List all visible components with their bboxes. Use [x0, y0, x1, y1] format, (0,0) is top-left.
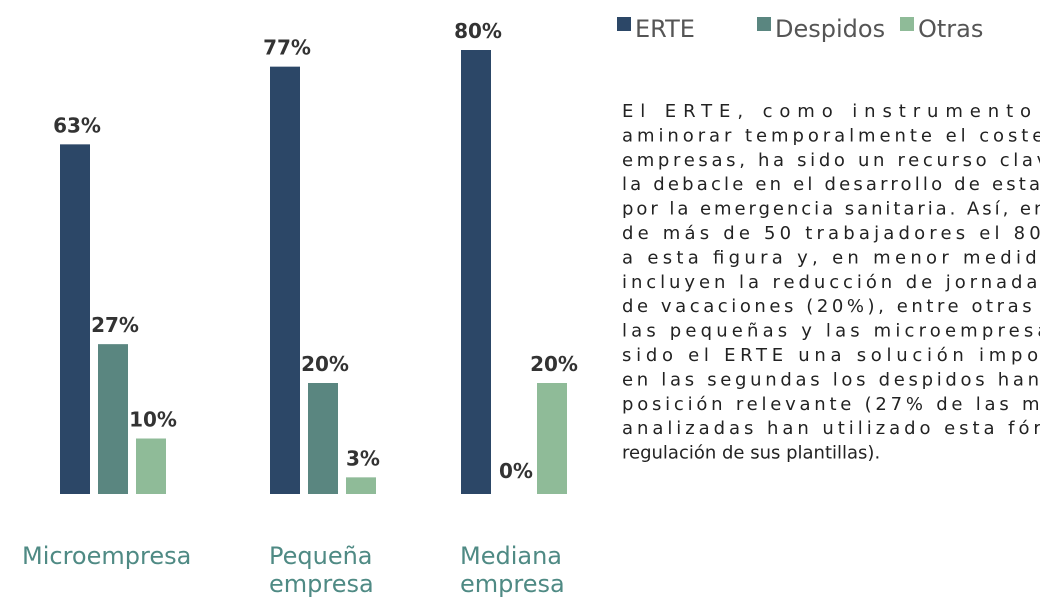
value-label: 20% — [301, 352, 349, 376]
value-label: 0% — [499, 459, 533, 483]
bar — [136, 438, 166, 494]
paragraph-line: por la emergencia sanitaria. Así, en l — [622, 199, 1040, 220]
paragraph-line: regulación de sus plantillas). — [622, 443, 880, 464]
paragraph-line: empresas, ha sido un recurso clave — [622, 150, 1040, 171]
bar — [308, 383, 338, 494]
paragraph-line: sido el ERTE una solución import — [622, 345, 1040, 366]
value-label: 27% — [91, 313, 139, 337]
paragraph-line: la debacle en el desarrollo de esta c — [622, 174, 1040, 195]
bar — [98, 344, 128, 494]
paragraph-line: de más de 50 trabajadores el 80% — [622, 223, 1040, 244]
legend-label: ERTE — [635, 15, 695, 43]
bar — [537, 383, 567, 494]
value-label: 3% — [346, 446, 380, 470]
legend-swatch — [757, 17, 771, 31]
paragraph-line: a esta figura y, en menor medida, — [622, 247, 1040, 268]
value-label: 80% — [454, 19, 502, 43]
category-label: Mediana empresa — [460, 542, 565, 598]
value-label: 63% — [53, 113, 101, 137]
paragraph-line: de vacaciones (20%), entre otras m — [622, 296, 1040, 317]
paragraph-line: incluyen la reducción de jornada o — [622, 272, 1040, 293]
legend-label: Despidos — [775, 15, 885, 43]
category-label: Microempresa — [22, 542, 192, 570]
paragraph-line: posición relevante (27% de las mic — [622, 394, 1040, 415]
paragraph-line: El ERTE, como instrumento d — [622, 101, 1040, 122]
category-label: Pequeña empresa — [269, 542, 374, 598]
legend-swatch — [900, 17, 914, 31]
paragraph-line: aminorar temporalmente el coste l — [622, 125, 1040, 146]
legend-swatch — [617, 17, 631, 31]
paragraph-line: en las segundas los despidos han c — [622, 369, 1040, 390]
value-label: 10% — [129, 408, 177, 432]
legend-label: Otras — [918, 15, 983, 43]
bar — [270, 66, 300, 495]
value-label: 20% — [530, 352, 578, 376]
bar — [461, 50, 491, 494]
paragraph-line: las pequeñas y las microempresas — [622, 321, 1040, 342]
paragraph-line: analizadas han utilizado esta fórm — [622, 418, 1040, 439]
bar — [60, 144, 90, 494]
bar — [346, 477, 376, 494]
value-label: 77% — [263, 36, 311, 60]
